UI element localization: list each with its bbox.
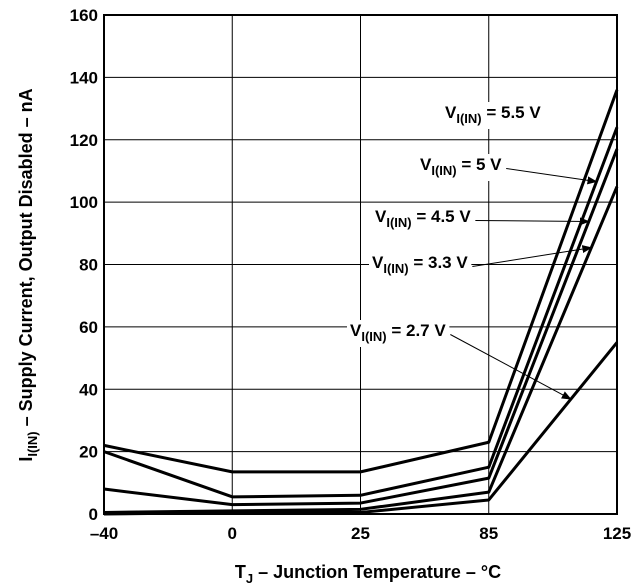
series-label-sub: I(IN): [431, 163, 456, 178]
series-annotation: VI(IN) = 2.7 V: [347, 320, 572, 400]
y-tick-label: 120: [70, 131, 98, 150]
series-label-main: V: [350, 321, 362, 340]
series-label-background: [369, 252, 472, 279]
series-label-background: [417, 154, 506, 181]
series-label: VI(IN) = 4.5 V: [375, 207, 471, 230]
grid-lines: [104, 15, 617, 514]
x-tick-label: 125: [603, 524, 631, 543]
y-tick-label: 0: [89, 505, 98, 524]
x-tick-label: 0: [228, 524, 237, 543]
x-axis-title-sub: J: [246, 571, 253, 586]
series-leader-arrow: [450, 334, 572, 400]
series-line: [103, 341, 619, 516]
series-label-rest: = 3.3 V: [409, 253, 469, 272]
y-tick-label: 100: [70, 193, 98, 212]
y-tick-label: 60: [79, 318, 98, 337]
series-label-main: V: [372, 253, 384, 272]
series-label-rest: = 2.7 V: [387, 321, 447, 340]
series-label-rest: = 5 V: [457, 155, 503, 174]
series-label-rest: = 4.5 V: [412, 207, 472, 226]
x-tick-label: 25: [351, 524, 370, 543]
x-tick-label: 85: [479, 524, 498, 543]
y-axis-title: II(IN) – Supply Current, Output Disabled…: [16, 88, 40, 461]
y-tick-label: 40: [79, 380, 98, 399]
series-annotation: VI(IN) = 5 V: [417, 154, 598, 185]
y-tick-label: 80: [79, 256, 98, 275]
series-label-sub: I(IN): [383, 261, 408, 276]
series-annotation: VI(IN) = 3.3 V: [369, 245, 593, 279]
series-annotation: VI(IN) = 4.5 V: [372, 206, 590, 233]
series-label: VI(IN) = 2.7 V: [350, 321, 446, 344]
series-lines: [103, 89, 619, 516]
series-line: [103, 148, 619, 507]
x-axis-title: TJ – Junction Temperature – °C: [235, 562, 501, 586]
x-tick-labels: –40 0 25 85 125: [90, 524, 631, 543]
series-line: [103, 126, 619, 499]
y-tick-labels: 0 20 40 60 80 100 120 140 160: [70, 6, 98, 524]
series-label: VI(IN) = 5.5 V: [445, 103, 541, 126]
series-line: [103, 89, 619, 474]
x-tick-label: –40: [90, 524, 118, 543]
series-label: VI(IN) = 5 V: [420, 155, 502, 178]
series-label: VI(IN) = 3.3 V: [372, 253, 468, 276]
plot-frame: [103, 14, 618, 515]
y-axis-title-sub: I(IN): [25, 431, 40, 456]
series-label-background: [347, 320, 450, 347]
series-label-background: [372, 206, 475, 233]
series-leader-arrow: [475, 217, 590, 226]
series-label-sub: I(IN): [361, 329, 386, 344]
x-axis-title-main: T: [235, 562, 246, 582]
y-tick-label: 160: [70, 6, 98, 25]
series-label-main: V: [420, 155, 432, 174]
series-label-rest: = 5.5 V: [482, 103, 542, 122]
series-label-background: [442, 102, 545, 129]
y-axis-title-main: I: [16, 457, 36, 462]
x-axis-title-rest: – Junction Temperature – °C: [253, 562, 501, 582]
series-leader-arrow: [506, 168, 598, 185]
series-leader-arrow: [472, 245, 593, 267]
series-line: [103, 185, 619, 514]
y-axis-title-rest: – Supply Current, Output Disabled – nA: [16, 88, 36, 431]
series-label-main: V: [445, 103, 457, 122]
series-label-sub: I(IN): [456, 111, 481, 126]
y-tick-label: 140: [70, 68, 98, 87]
series-annotation: VI(IN) = 5.5 V: [442, 102, 545, 129]
series-label-main: V: [375, 207, 387, 226]
series-annotations: VI(IN) = 5.5 VVI(IN) = 5 VVI(IN) = 4.5 V…: [347, 102, 598, 400]
series-label-sub: I(IN): [386, 215, 411, 230]
y-tick-label: 20: [79, 443, 98, 462]
